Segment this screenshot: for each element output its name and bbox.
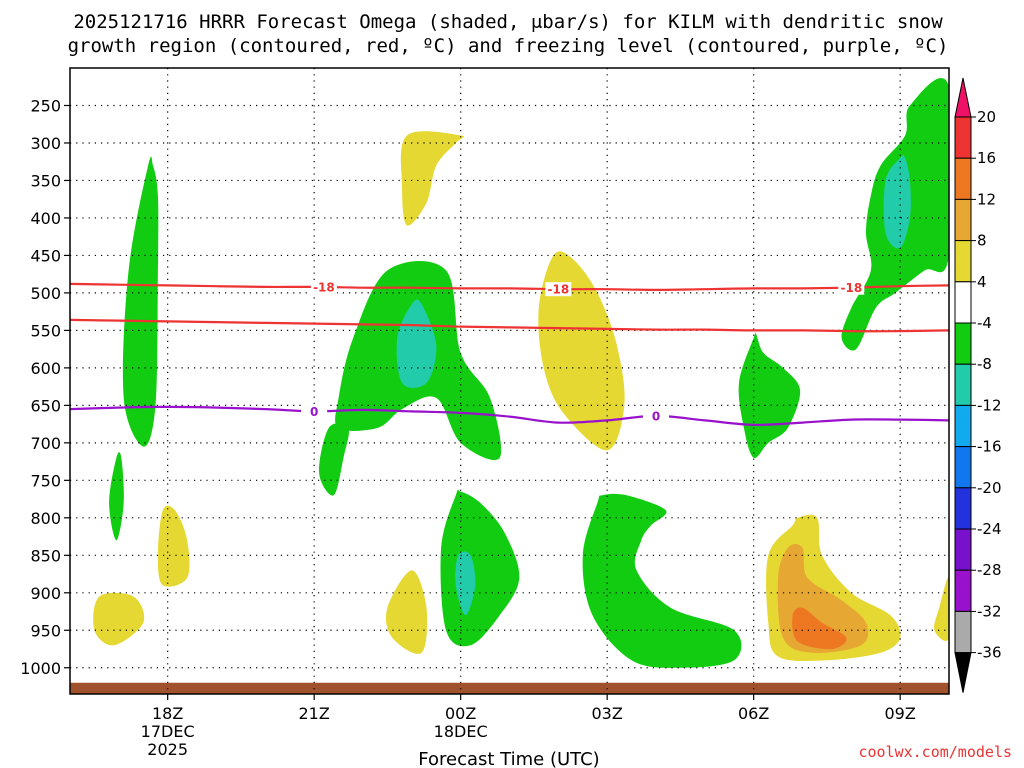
colorbar-label: 4: [977, 273, 987, 291]
omega-neg12-4: [455, 551, 476, 616]
y-tick-label: 500: [30, 284, 61, 303]
colorbar-swatch: [954, 404, 972, 448]
freezing-level-label: 0: [310, 405, 318, 419]
y-tick-label: 650: [30, 396, 61, 415]
colorbar-label: -36: [977, 644, 1002, 662]
omega-neg8-5: [582, 493, 742, 668]
colorbar-swatch: [954, 157, 972, 200]
ground-strip: [70, 682, 949, 694]
y-tick-label: 700: [30, 434, 61, 453]
colorbar-label: -32: [977, 602, 1002, 620]
freezing-level-line: [70, 405, 949, 427]
colorbar-swatch: [954, 198, 972, 242]
colorbar-swatch: [954, 487, 972, 530]
omega-neg8-2: [319, 423, 349, 496]
credit-text: coolwx.com/models: [858, 743, 1012, 761]
colorbar-swatch: [954, 240, 972, 283]
x-tick-label: 21Z: [299, 704, 330, 723]
y-tick-label: 750: [30, 471, 61, 490]
colorbar-swatch: [954, 116, 972, 159]
x-tick-label: 18Z: [152, 704, 183, 723]
colorbar-swatch: [954, 528, 972, 571]
colorbar-bottom-arrow: [954, 652, 972, 693]
colorbar-swatch: [954, 281, 972, 324]
dgz-upper-label-bg: [838, 280, 865, 295]
dgz-lower-line: [70, 318, 949, 333]
y-tick-label: 950: [30, 621, 61, 640]
colorbar-label: -24: [977, 520, 1002, 538]
x-tick-label: 2025: [147, 740, 188, 759]
y-tick-label: 800: [30, 509, 61, 528]
freezing-level-label-bg: [643, 408, 669, 423]
colorbar-label: -28: [977, 561, 1002, 579]
omega-pos4-2: [538, 251, 625, 451]
omega-neg12-1: [396, 299, 437, 389]
colorbar-swatch: [954, 363, 972, 406]
colorbar-label: -8: [977, 355, 992, 373]
freezing-level-label: 0: [652, 409, 660, 423]
colorbar-label: 20: [977, 108, 996, 126]
freezing-level-label-bg: [301, 404, 328, 419]
omega-pos4-1: [400, 131, 464, 226]
colorbar-label: 16: [977, 149, 996, 167]
y-tick-label: 850: [30, 546, 61, 565]
y-axis: 250 300 350 400 450 500 550 600 650 700 750 800 850 9…: [20, 96, 70, 678]
y-tick-label: 600: [30, 359, 61, 378]
contour-lines: [70, 282, 949, 427]
x-tick-label: 03Z: [592, 704, 623, 723]
dgz-upper-label: -18: [840, 281, 862, 295]
colorbar-label: 8: [977, 232, 987, 250]
colorbar-label: -4: [977, 314, 992, 332]
colorbar-swatch: [954, 610, 972, 654]
dgz-upper-label-bg: [545, 282, 572, 297]
omega-pos4-3: [157, 505, 190, 587]
colorbar-label: -12: [977, 396, 1002, 414]
y-tick-label: 900: [30, 584, 61, 603]
y-tick-label: 450: [30, 246, 61, 265]
x-tick-label: 09Z: [885, 704, 916, 723]
x-axis-label: Forecast Time (UTC): [418, 749, 599, 768]
x-tick-label: 18DEC: [434, 722, 488, 741]
colorbar-swatch: [954, 446, 972, 489]
x-tick-label: 06Z: [738, 704, 769, 723]
colorbar-label: -20: [977, 479, 1002, 497]
ground-layer: [70, 682, 949, 694]
omega-pos4-5: [385, 570, 428, 654]
omega-pos4-4: [93, 592, 145, 646]
dgz-upper-label: -18: [547, 283, 569, 297]
colorbar-label: 12: [977, 190, 996, 208]
y-tick-label: 250: [30, 96, 61, 115]
chart-title-line1: 2025121716 HRRR Forecast Omega (shaded, …: [73, 11, 943, 33]
y-tick-label: 400: [30, 209, 61, 228]
contour-labels: -18 -18 -18 0 0: [301, 280, 865, 423]
omega-neg8-6: [738, 331, 801, 459]
omega-neg12-7: [883, 155, 911, 249]
colorbar-swatch: [954, 569, 972, 612]
colorbar-swatch: [954, 322, 972, 365]
chart-title-line2: growth region (contoured, red, ºC) and f…: [68, 35, 949, 57]
dgz-upper-label-bg: [310, 280, 337, 295]
colorbar: 20 16 12 8 4 -4 -8 -12 -16 -20 -24 -28 -32 -36: [954, 77, 1002, 693]
dgz-upper-label: -18: [313, 281, 335, 295]
omega-pos12-6: [792, 607, 847, 650]
colorbar-label: -16: [977, 438, 1002, 456]
y-tick-label: 300: [30, 134, 61, 153]
omega-neg8-4: [440, 489, 520, 647]
y-tick-label: 350: [30, 171, 61, 190]
omega-neg8-0: [122, 156, 159, 447]
x-tick-label: 00Z: [445, 704, 476, 723]
dgz-upper-line: [70, 282, 949, 292]
x-tick-label: 17DEC: [141, 722, 195, 741]
colorbar-top-arrow: [954, 77, 972, 118]
y-tick-label: 550: [30, 321, 61, 340]
y-tick-label: 1000: [20, 659, 61, 678]
plot-frame: [69, 67, 950, 695]
